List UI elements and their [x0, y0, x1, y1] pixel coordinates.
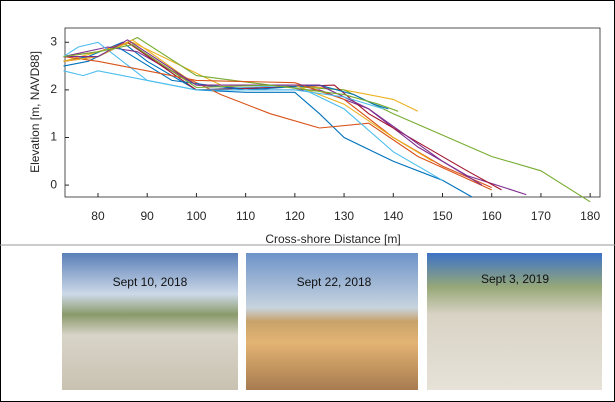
photo-caption: Sept 3, 2019 [481, 272, 549, 286]
x-tick-label: 170 [531, 209, 551, 223]
figure: 80 90 100 110 120 130 140 150 160 170 180 0 1 2 3 Cros… [0, 0, 615, 402]
y-tick-label: 0 [50, 177, 57, 191]
profile-line [64, 42, 502, 190]
y-axis-label: Elevation [m, NAVD88] [28, 51, 42, 173]
plot: 80 90 100 110 120 130 140 150 160 170 180 0 1 2 3 [50, 28, 600, 223]
photo [62, 253, 238, 390]
profile-line [64, 42, 418, 111]
photo [246, 253, 418, 390]
x-tick-label: 160 [482, 209, 502, 223]
profile-line [64, 40, 482, 185]
profile-line [64, 42, 492, 190]
photo-caption: Sept 22, 2018 [297, 275, 372, 289]
y-tick-label: 2 [50, 82, 57, 96]
profile-line [64, 42, 443, 180]
x-tick-label: 140 [383, 209, 403, 223]
x-tick-label: 130 [334, 209, 354, 223]
x-tick-label: 90 [141, 209, 155, 223]
x-tick-label: 80 [91, 209, 105, 223]
photo-caption: Sept 10, 2018 [113, 275, 188, 289]
x-axis-label: Cross-shore Distance [m] [265, 232, 400, 246]
y-tick-label: 3 [50, 34, 57, 48]
x-tick-label: 150 [432, 209, 452, 223]
x-tick-label: 100 [186, 209, 206, 223]
x-tick-label: 180 [580, 209, 600, 223]
x-tick-label: 110 [236, 209, 255, 223]
profile-line [64, 47, 389, 109]
profile-line [64, 42, 473, 197]
y-tick-label: 1 [50, 130, 57, 144]
x-tick-label: 120 [285, 209, 305, 223]
